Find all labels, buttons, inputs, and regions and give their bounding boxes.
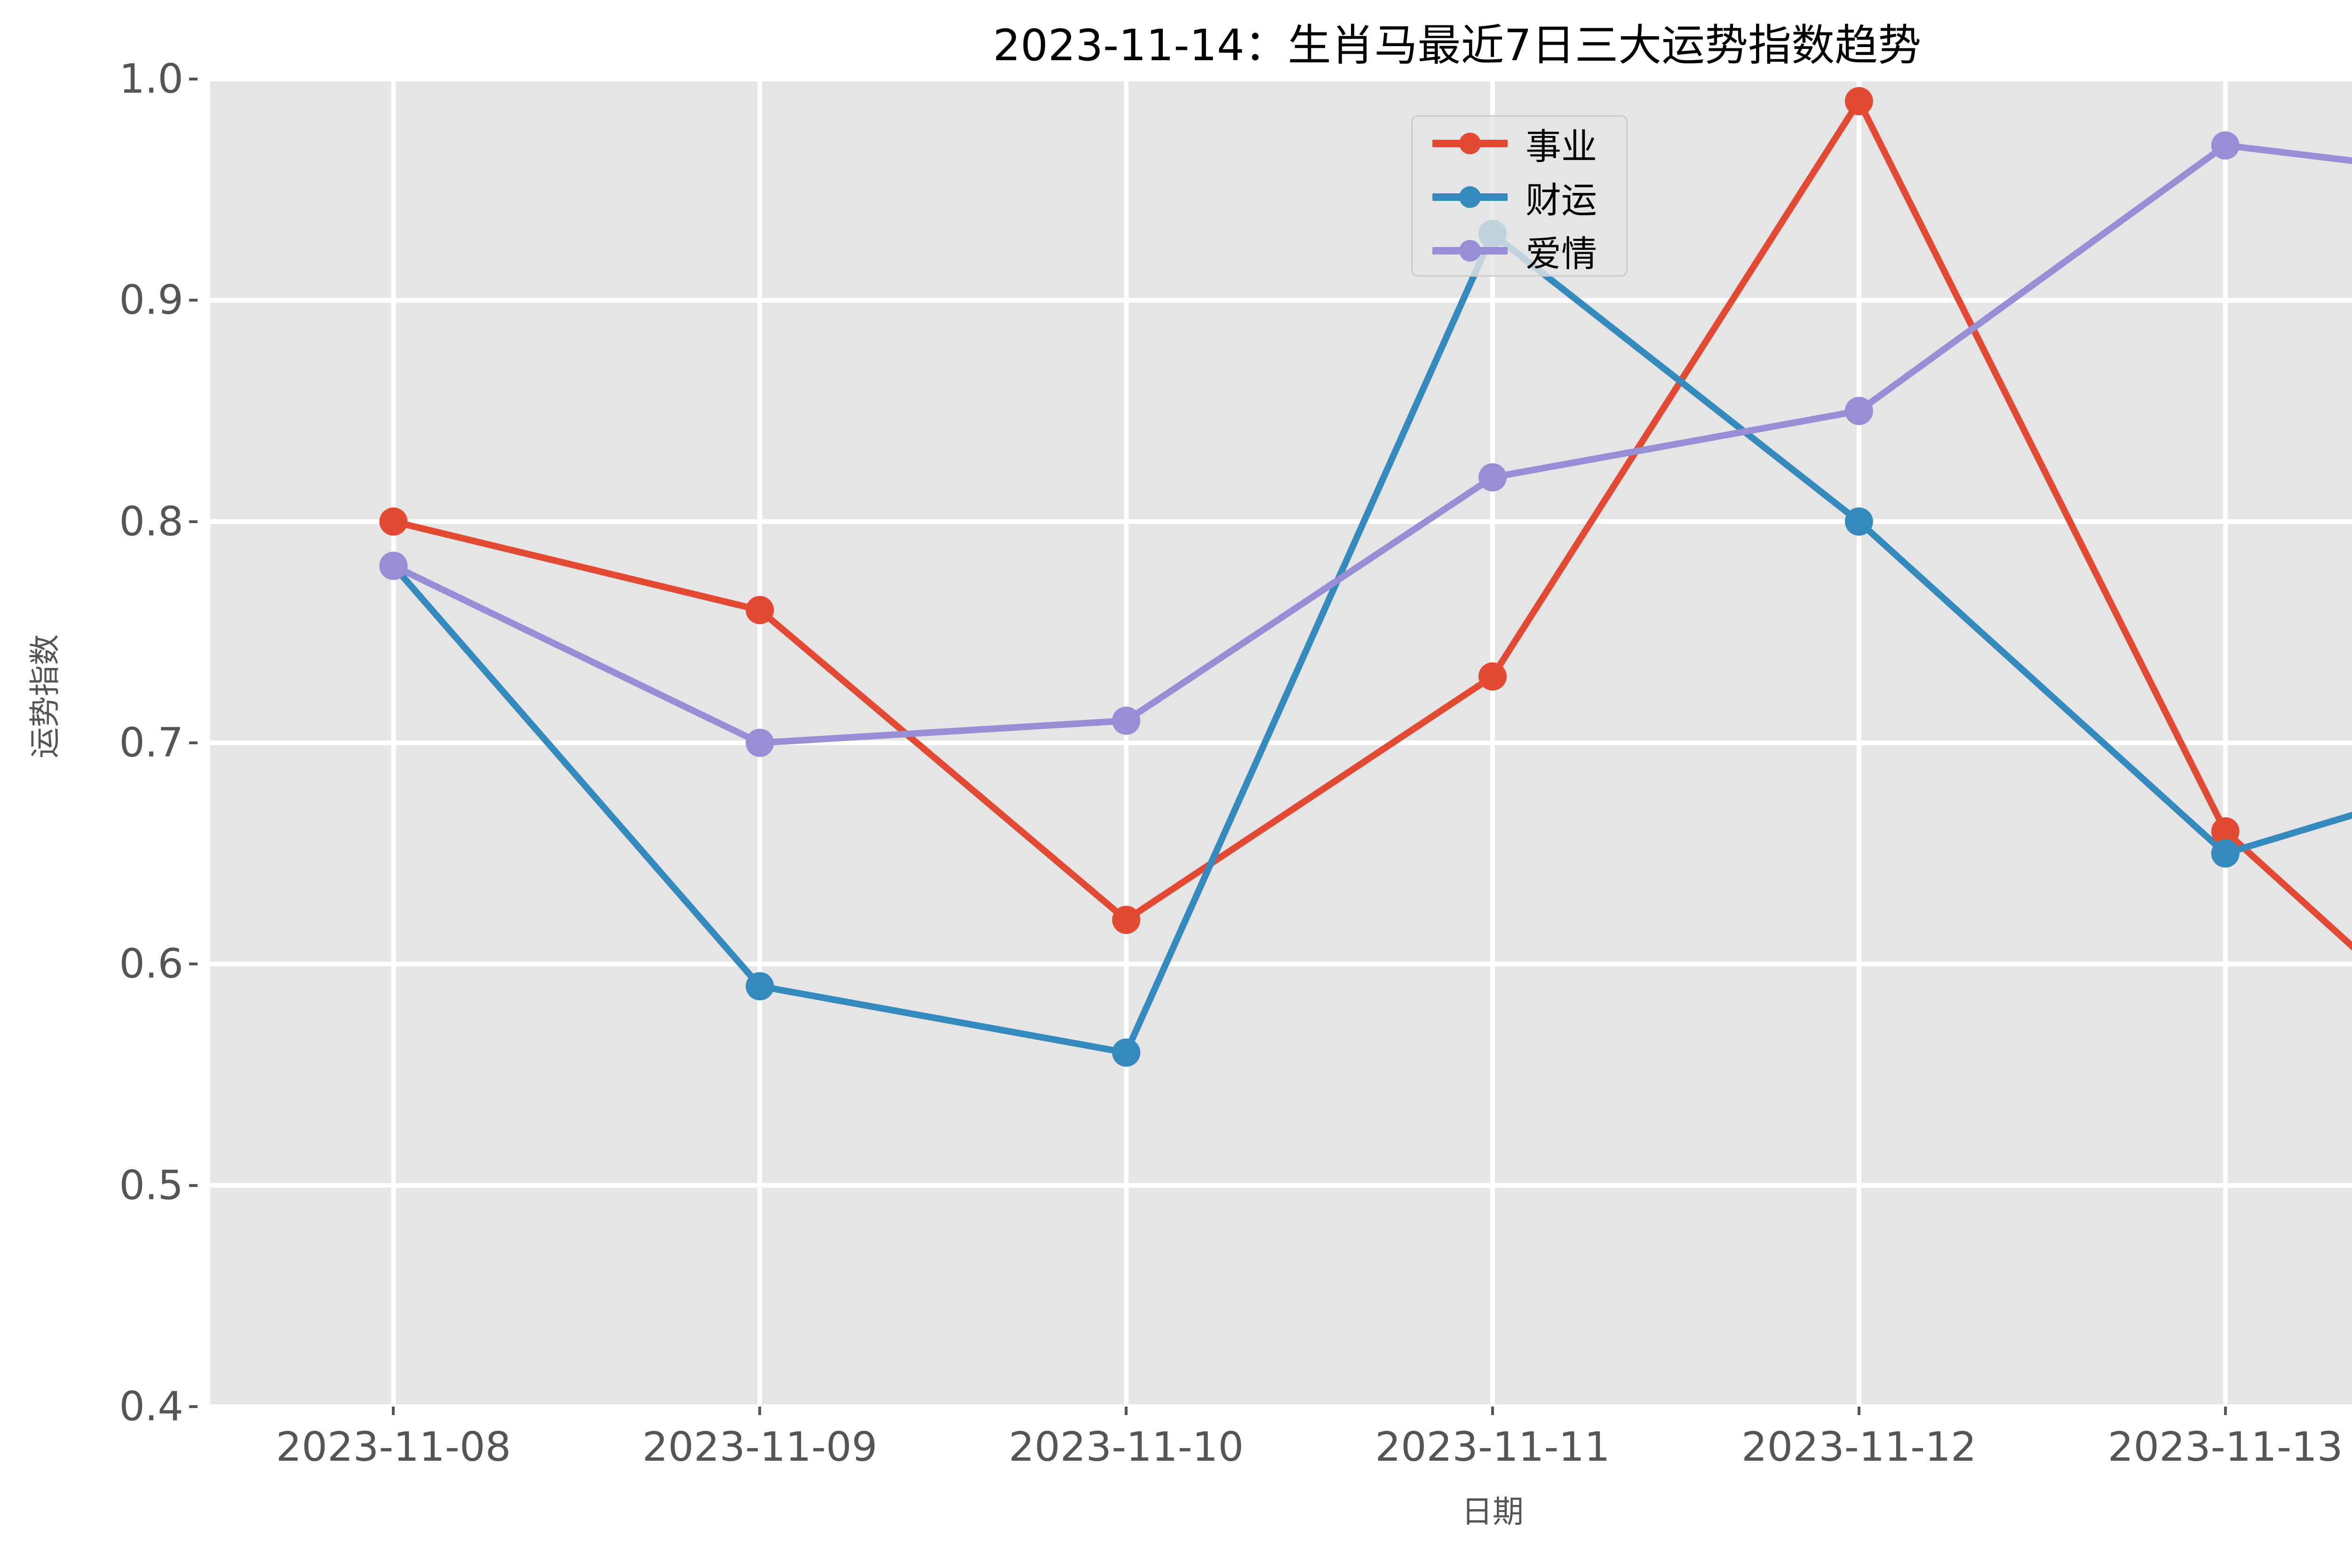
data-point: [1844, 507, 1873, 536]
series-line: [390, 142, 2352, 746]
y-tick-mark: [189, 741, 198, 744]
data-point: [379, 507, 408, 536]
legend-item[interactable]: 财运: [1413, 170, 1629, 224]
data-point: [1112, 706, 1141, 735]
y-tick-label: 0.7: [119, 719, 183, 766]
y-tick-label: 0.9: [119, 277, 183, 324]
series-markers: [379, 87, 2240, 1067]
series-line: [390, 98, 2352, 951]
x-tick-mark: [1125, 1407, 1128, 1415]
data-point: [746, 729, 774, 757]
data-point: [746, 972, 774, 1001]
x-axis-ticks: 2023-11-08 2023-11-09 2023-11-10 2023-11-11…: [210, 1407, 2352, 1482]
data-point: [1478, 463, 1507, 492]
y-tick-mark: [189, 299, 198, 302]
legend-label: 财运: [1526, 179, 1597, 221]
y-tick-label: 0.4: [119, 1383, 183, 1430]
y-tick-label: 1.0: [119, 56, 183, 103]
chart-title: 2023-11-14：生肖马最近7日三大运势指数趋势: [993, 20, 1922, 71]
y-tick-mark: [189, 78, 198, 80]
series-line: [390, 231, 2352, 1056]
y-axis-ticks: 0.4 0.5 0.6 0.7 0.8 0.9 1.0: [0, 56, 198, 1430]
x-tick-label: 2023-11-09: [642, 1424, 878, 1471]
x-tick-mark: [758, 1407, 762, 1415]
gridlines: [210, 79, 2352, 1407]
data-point: [1478, 662, 1507, 691]
legend-item[interactable]: 事业: [1413, 117, 1629, 170]
x-tick-mark: [392, 1407, 395, 1415]
y-tick-label: 0.8: [119, 498, 183, 545]
legend-item[interactable]: 爱情: [1413, 224, 1629, 278]
legend-marker-icon: [1459, 186, 1481, 208]
plot-area: [210, 79, 2352, 1407]
chart-legend: 事业 财运 爱情: [1411, 115, 1628, 277]
series-lines: [390, 98, 2352, 1056]
data-point: [2211, 839, 2240, 868]
legend-marker-icon: [1459, 133, 1481, 154]
y-axis-label: 运势指数: [27, 634, 63, 758]
legend-label: 爱情: [1526, 233, 1597, 275]
data-point: [1112, 906, 1141, 934]
data-point: [1844, 397, 1873, 425]
x-tick-mark: [1857, 1407, 1860, 1415]
x-axis-label: 日期: [1462, 1494, 1524, 1530]
data-point: [2211, 817, 2240, 846]
data-point: [379, 551, 408, 580]
x-tick-label: 2023-11-08: [276, 1424, 511, 1471]
y-tick-mark: [189, 1184, 198, 1187]
y-tick-mark: [189, 520, 198, 523]
data-point: [1112, 1038, 1141, 1067]
data-point: [746, 596, 774, 624]
legend-label: 事业: [1526, 126, 1597, 167]
y-tick-mark: [189, 1405, 198, 1408]
plot-svg: [210, 79, 2352, 1407]
x-tick-mark: [2224, 1407, 2227, 1415]
x-tick-label: 2023-11-12: [1741, 1424, 1977, 1471]
y-tick-label: 0.6: [119, 940, 183, 988]
x-tick-label: 2023-11-13: [2107, 1424, 2343, 1471]
legend-marker-icon: [1459, 240, 1481, 262]
data-point: [1844, 87, 1873, 116]
x-tick-label: 2023-11-10: [1009, 1424, 1244, 1471]
data-point: [2211, 131, 2240, 160]
y-tick-label: 0.5: [119, 1162, 183, 1209]
x-tick-label: 2023-11-11: [1375, 1424, 1610, 1471]
y-tick-mark: [189, 963, 198, 966]
x-tick-mark: [1491, 1407, 1494, 1415]
